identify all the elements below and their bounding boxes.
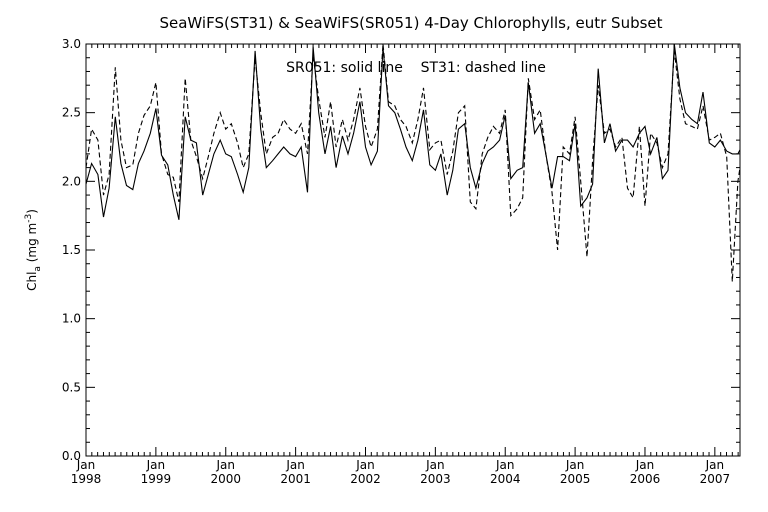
- chart-title: SeaWiFS(ST31) & SeaWiFS(SR051) 4-Day Chl…: [159, 14, 662, 32]
- y-tick-label: 3.0: [62, 37, 81, 51]
- series-line-st31: [85, 43, 741, 282]
- x-tick-month: Jan: [565, 458, 585, 472]
- x-tick-month: Jan: [635, 458, 655, 472]
- x-tick-year: 1998: [71, 472, 102, 486]
- y-axis: 0.0 0.5 1.0 1.5 2.0 2.5 3.0: [62, 37, 740, 463]
- x-tick-year: 2007: [700, 472, 731, 486]
- x-tick-year: 2006: [630, 472, 661, 486]
- x-tick-month: Jan: [146, 458, 166, 472]
- x-tick-year: 2004: [490, 472, 521, 486]
- y-tick-label: 0.0: [62, 449, 81, 463]
- series-layer: [85, 43, 741, 282]
- y-axis-label: Chla (mg m-3): [24, 209, 43, 291]
- x-tick-month: Jan: [215, 458, 235, 472]
- x-tick-year: 2001: [280, 472, 311, 486]
- y-tick-label: 0.5: [62, 380, 81, 394]
- line-style-annotation: SR051: solid line ST31: dashed line: [286, 60, 546, 76]
- x-axis: Jan1998Jan1999Jan2000Jan2001Jan2002Jan20…: [71, 44, 739, 486]
- x-tick-month: Jan: [425, 458, 445, 472]
- y-tick-label: 2.0: [62, 174, 81, 188]
- x-tick-month: Jan: [355, 458, 375, 472]
- x-tick-month: Jan: [705, 458, 725, 472]
- x-tick-year: 2000: [210, 472, 241, 486]
- x-tick-year: 1999: [141, 472, 172, 486]
- x-tick-year: 2003: [420, 472, 451, 486]
- y-tick-label: 2.5: [62, 106, 81, 120]
- series-line-sr051: [85, 43, 741, 220]
- x-tick-year: 2002: [350, 472, 381, 486]
- y-tick-label: 1.0: [62, 312, 81, 326]
- y-tick-label: 1.5: [62, 243, 81, 257]
- x-tick-month: Jan: [285, 458, 305, 472]
- x-tick-month: Jan: [495, 458, 515, 472]
- x-tick-month: Jan: [76, 458, 96, 472]
- x-tick-year: 2005: [560, 472, 591, 486]
